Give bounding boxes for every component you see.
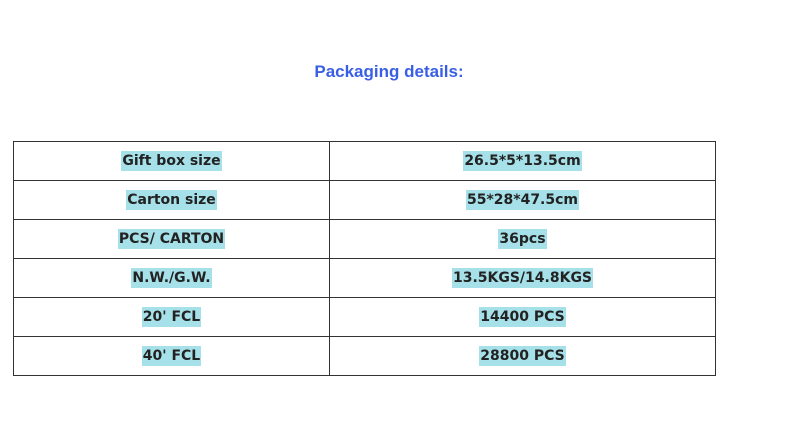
- row-label: Gift box size: [121, 151, 222, 171]
- row-value: 14400 PCS: [479, 307, 566, 327]
- row-label-cell: PCS/ CARTON: [13, 219, 330, 259]
- row-label-cell: Carton size: [13, 180, 330, 220]
- row-label: N.W./G.W.: [131, 268, 212, 288]
- row-label: PCS/ CARTON: [117, 229, 226, 249]
- row-label: Carton size: [126, 190, 217, 210]
- row-value: 26.5*5*13.5cm: [463, 151, 582, 171]
- row-label-cell: 40' FCL: [13, 336, 330, 376]
- row-value-cell: 28800 PCS: [329, 336, 716, 376]
- row-value-cell: 14400 PCS: [329, 297, 716, 337]
- table-row: N.W./G.W. 13.5KGS/14.8KGS: [13, 258, 716, 298]
- table-row: Carton size 55*28*47.5cm: [13, 180, 716, 220]
- table-row: PCS/ CARTON 36pcs: [13, 219, 716, 259]
- row-value: 55*28*47.5cm: [465, 190, 580, 210]
- row-value-cell: 26.5*5*13.5cm: [329, 141, 716, 181]
- row-label-cell: Gift box size: [13, 141, 330, 181]
- row-value-cell: 55*28*47.5cm: [329, 180, 716, 220]
- row-value-cell: 36pcs: [329, 219, 716, 259]
- packaging-table: Gift box size 26.5*5*13.5cm Carton size 55*…: [13, 141, 716, 376]
- row-value: 36pcs: [498, 229, 547, 249]
- row-value-cell: 13.5KGS/14.8KGS: [329, 258, 716, 298]
- table-row: 40' FCL 28800 PCS: [13, 336, 716, 376]
- page-title: Packaging details:: [314, 62, 464, 81]
- row-value: 13.5KGS/14.8KGS: [451, 268, 594, 288]
- row-label: 20' FCL: [141, 307, 202, 327]
- row-label-cell: N.W./G.W.: [13, 258, 330, 298]
- row-label-cell: 20' FCL: [13, 297, 330, 337]
- table-row: Gift box size 26.5*5*13.5cm: [13, 141, 716, 181]
- row-label: 40' FCL: [141, 346, 202, 366]
- table-row: 20' FCL 14400 PCS: [13, 297, 716, 337]
- row-value: 28800 PCS: [479, 346, 566, 366]
